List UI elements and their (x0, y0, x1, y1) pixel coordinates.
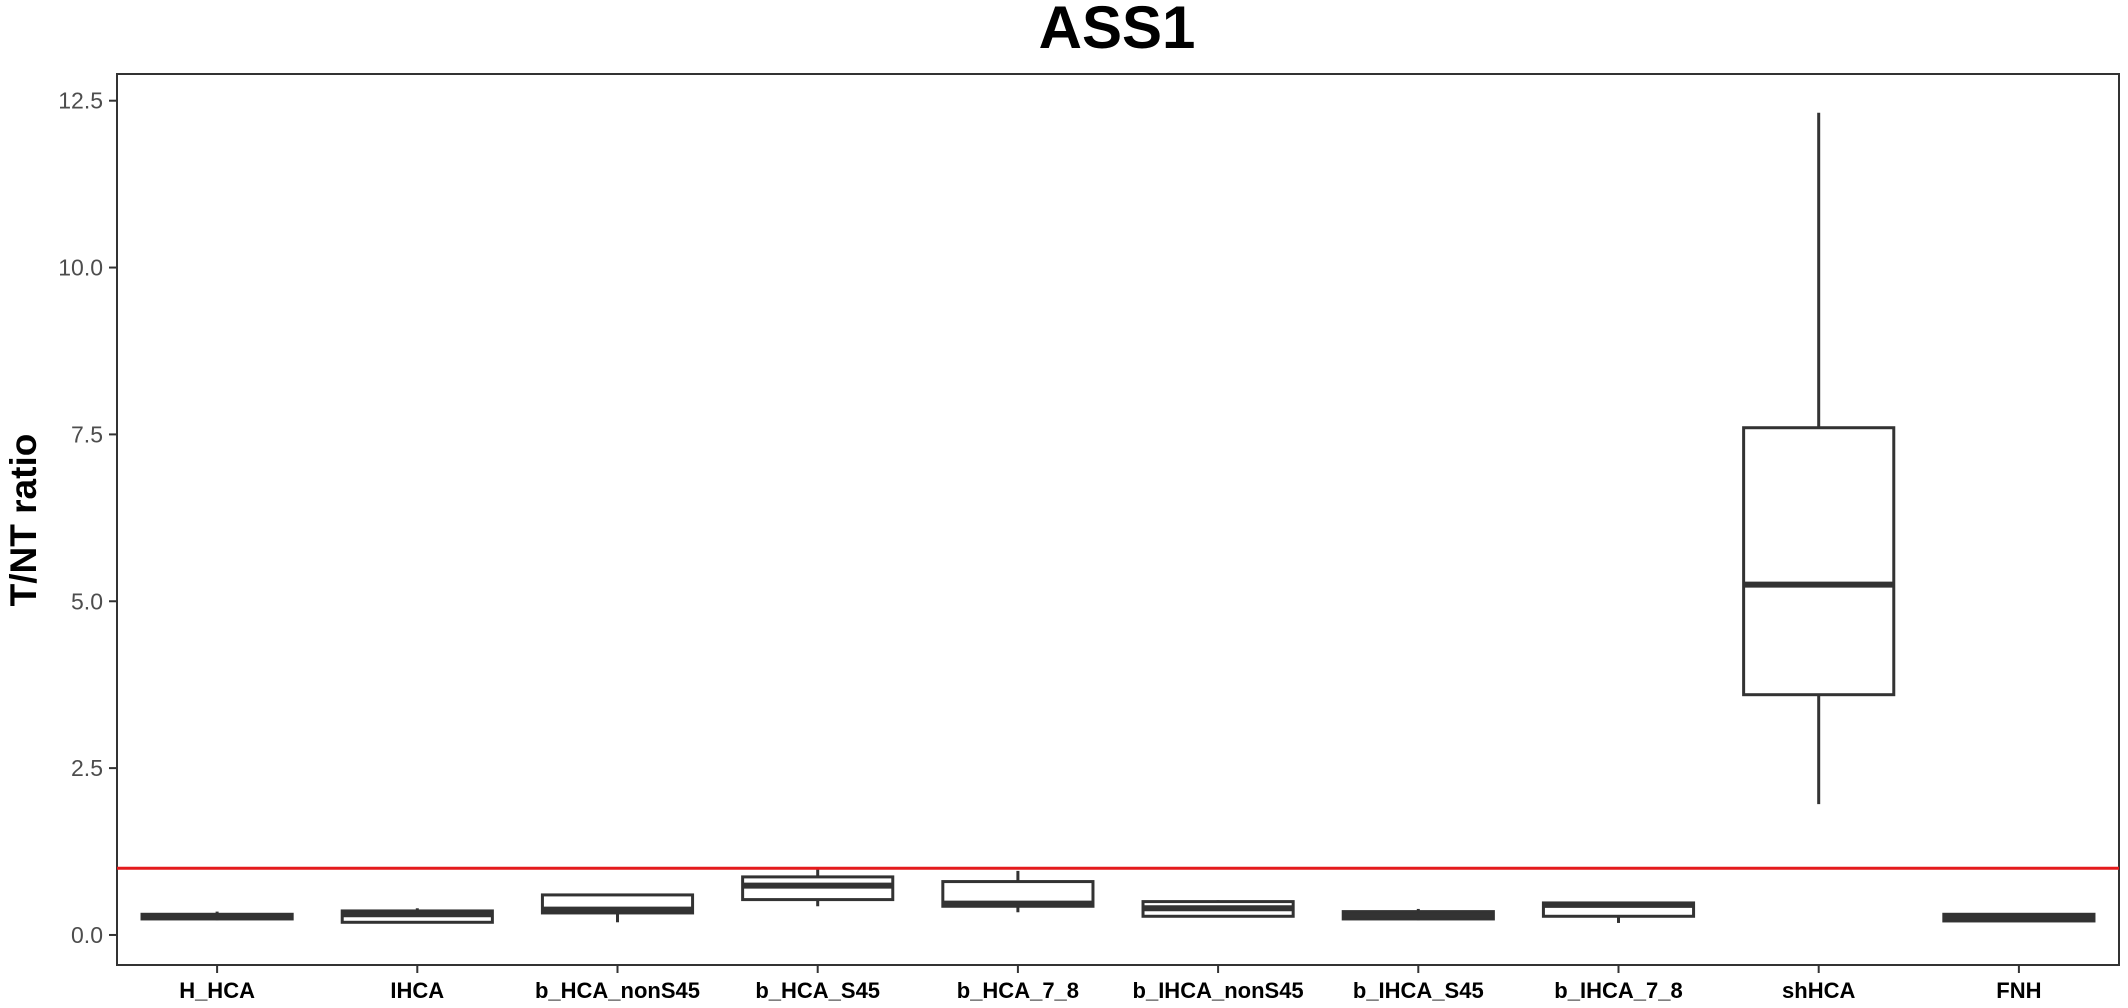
box-b_HCA_7_8 (941, 870, 1095, 913)
box-b_IHCA_S45 (1341, 908, 1495, 921)
box-b_IHCA_7_8 (1541, 901, 1696, 923)
x-tick-label: shHCA (1782, 978, 1855, 1003)
y-tick-label: 5.0 (71, 588, 103, 614)
box-b_IHCA_nonS45 (1141, 900, 1295, 918)
x-tick-label: b_HCA_nonS45 (535, 978, 700, 1003)
box-b_HCA_S45 (741, 869, 895, 907)
x-tick-label: b_HCA_7_8 (957, 978, 1079, 1003)
x-tick-label: IHCA (390, 978, 444, 1003)
box-shHCA (1742, 112, 1896, 805)
box-FNH (1942, 912, 2096, 923)
x-tick-label: b_IHCA_S45 (1353, 978, 1484, 1003)
boxes (140, 112, 2096, 924)
x-tick-label: b_HCA_S45 (755, 978, 880, 1003)
y-tick-label: 0.0 (71, 922, 103, 948)
x-axis: H_HCA IHCA b_HCA_nonS45 b_HCA_S45 b_HCA_7_8 b… (179, 965, 2042, 1003)
x-tick-label: FNH (1996, 978, 2041, 1003)
y-axis: 0.0 2.5 5.0 7.5 10.0 12.5 (58, 88, 117, 948)
chart-title: ASS1 (1039, 0, 1196, 61)
box-iqr (1742, 426, 1896, 697)
box-H_HCA (140, 911, 294, 921)
y-tick-label: 12.5 (58, 88, 103, 114)
x-tick-label: H_HCA (179, 978, 255, 1003)
x-tick-label: b_IHCA_7_8 (1554, 978, 1682, 1003)
y-tick-label: 10.0 (58, 255, 103, 281)
y-tick-label: 7.5 (71, 421, 103, 447)
y-tick-label: 2.5 (71, 755, 103, 781)
plot-panel (116, 73, 2120, 966)
y-axis-label: T/NT ratio (3, 434, 44, 607)
box-b_HCA_nonS45 (540, 893, 695, 923)
box-IHCA (340, 908, 494, 924)
x-tick-label: b_IHCA_nonS45 (1133, 978, 1304, 1003)
